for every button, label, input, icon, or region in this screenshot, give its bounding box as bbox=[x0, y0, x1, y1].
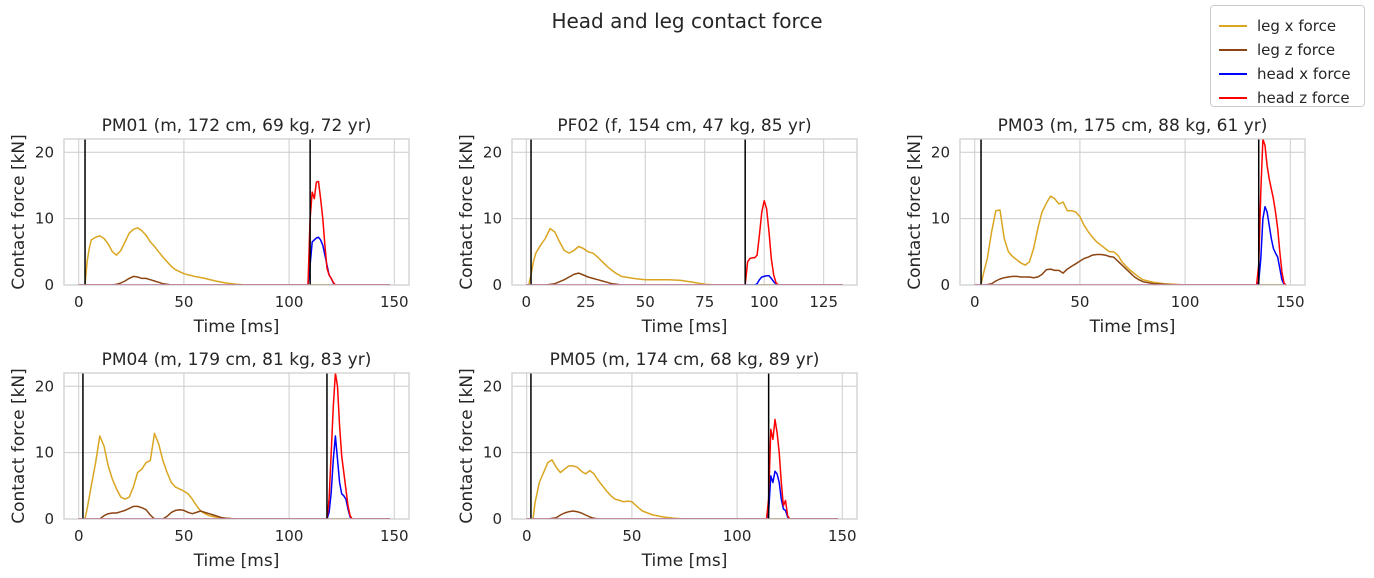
series-line-leg-z-force bbox=[78, 505, 391, 519]
x-tick-label: 150 bbox=[828, 527, 857, 545]
y-tick-label: 0 bbox=[44, 510, 54, 528]
legend: leg x force leg z force head x force hea… bbox=[1210, 5, 1365, 107]
y-tick-label: 20 bbox=[483, 143, 502, 161]
subplot-1: 0 50 100 150 0 10 20 PM01 (m, 172 cm, 69 kg, 72… bbox=[9, 116, 410, 337]
legend-entry-head-z: head z force bbox=[1219, 87, 1350, 109]
legend-swatch-head-z bbox=[1219, 97, 1247, 99]
y-tick-label: 10 bbox=[483, 444, 502, 462]
series-line-leg-x-force bbox=[526, 459, 839, 519]
legend-entry-leg-x: leg x force bbox=[1219, 15, 1336, 37]
series-line-leg-z-force bbox=[526, 510, 839, 519]
series-line-leg-x-force bbox=[526, 227, 843, 285]
series-line-head-z-force bbox=[526, 199, 843, 285]
x-tick-label: 0 bbox=[970, 293, 980, 311]
subplot-title: PM01 (m, 172 cm, 69 kg, 72 yr) bbox=[102, 116, 372, 136]
series-line-head-x-force bbox=[526, 274, 843, 285]
y-tick-label: 20 bbox=[35, 143, 54, 161]
legend-swatch-leg-x bbox=[1219, 25, 1247, 27]
legend-entry-leg-z: leg z force bbox=[1219, 39, 1335, 61]
x-tick-label: 150 bbox=[380, 293, 409, 311]
legend-label-head-x: head x force bbox=[1257, 65, 1351, 83]
series-line-leg-z-force bbox=[526, 272, 843, 285]
x-tick-label: 100 bbox=[275, 527, 304, 545]
x-tick-label: 50 bbox=[1070, 293, 1089, 311]
series-line-head-z-force bbox=[78, 373, 391, 519]
x-tick-label: 75 bbox=[695, 293, 714, 311]
axes-frame bbox=[63, 372, 410, 520]
legend-swatch-leg-z bbox=[1219, 49, 1247, 51]
x-tick-label: 25 bbox=[576, 293, 595, 311]
subplot-4: 0 50 100 150 0 10 20 PM04 (m, 179 cm, 81 kg, 83… bbox=[9, 350, 410, 571]
x-tick-label: 100 bbox=[723, 527, 752, 545]
legend-label-leg-x: leg x force bbox=[1257, 17, 1337, 35]
y-axis-label: Contact force [kN] bbox=[457, 368, 477, 524]
y-tick-label: 10 bbox=[35, 444, 54, 462]
legend-swatch-head-x bbox=[1219, 73, 1247, 75]
subplot-title: PM05 (m, 174 cm, 68 kg, 89 yr) bbox=[550, 350, 820, 370]
subplot-title: PM03 (m, 175 cm, 88 kg, 61 yr) bbox=[998, 116, 1268, 136]
series-line-leg-z-force bbox=[78, 275, 391, 285]
axes-frame bbox=[63, 138, 410, 286]
x-tick-label: 50 bbox=[174, 293, 193, 311]
subplot-5: 0 50 100 150 0 10 20 PM05 (m, 174 cm, 68 kg, 89… bbox=[457, 350, 858, 571]
subplot-3: 0 50 100 150 0 10 20 PM03 (m, 175 cm, 88 kg, 61… bbox=[905, 116, 1306, 337]
legend-entry-head-x: head x force bbox=[1219, 63, 1351, 85]
y-tick-label: 20 bbox=[35, 377, 54, 395]
y-tick-label: 20 bbox=[483, 377, 502, 395]
x-axis-label: Time [ms] bbox=[193, 317, 280, 337]
series-line-head-x-force bbox=[78, 435, 391, 519]
x-tick-label: 50 bbox=[622, 527, 641, 545]
x-tick-label: 0 bbox=[74, 527, 84, 545]
y-tick-label: 0 bbox=[44, 276, 54, 294]
y-tick-label: 0 bbox=[492, 510, 502, 528]
figure-title: Head and leg contact force bbox=[551, 9, 823, 33]
y-tick-label: 0 bbox=[940, 276, 950, 294]
axes-frame bbox=[959, 138, 1306, 286]
series-line-leg-x-force bbox=[974, 195, 1287, 285]
subplot-title: PM04 (m, 179 cm, 81 kg, 83 yr) bbox=[102, 350, 372, 370]
series-line-leg-z-force bbox=[974, 253, 1287, 285]
x-axis-label: Time [ms] bbox=[641, 551, 728, 571]
y-tick-label: 20 bbox=[931, 143, 950, 161]
x-tick-label: 125 bbox=[809, 293, 838, 311]
x-tick-label: 0 bbox=[522, 293, 532, 311]
y-axis-label: Contact force [kN] bbox=[9, 134, 29, 290]
legend-label-head-z: head z force bbox=[1257, 89, 1350, 107]
axes-frame bbox=[511, 138, 858, 286]
y-tick-label: 10 bbox=[931, 210, 950, 228]
x-tick-label: 150 bbox=[380, 527, 409, 545]
series-line-head-z-force bbox=[526, 418, 839, 519]
y-tick-label: 10 bbox=[35, 210, 54, 228]
series-line-leg-x-force bbox=[78, 432, 391, 519]
subplot-title: PF02 (f, 154 cm, 47 kg, 85 yr) bbox=[557, 116, 811, 136]
x-tick-label: 0 bbox=[522, 527, 532, 545]
x-tick-label: 100 bbox=[750, 293, 779, 311]
legend-label-leg-z: leg z force bbox=[1257, 41, 1336, 59]
x-tick-label: 150 bbox=[1276, 293, 1305, 311]
x-tick-label: 100 bbox=[275, 293, 304, 311]
series-line-head-x-force bbox=[78, 236, 391, 285]
y-tick-label: 10 bbox=[483, 210, 502, 228]
x-axis-label: Time [ms] bbox=[1089, 317, 1176, 337]
series-line-leg-x-force bbox=[78, 227, 391, 285]
y-tick-label: 0 bbox=[492, 276, 502, 294]
y-axis-label: Contact force [kN] bbox=[905, 134, 925, 290]
x-tick-label: 50 bbox=[636, 293, 655, 311]
subplot-2: 0 25 50 75 100 125 0 10 20 PF02 (f, 154 cm, 47 kg… bbox=[457, 116, 858, 337]
series-line-head-x-force bbox=[526, 470, 839, 519]
x-tick-label: 50 bbox=[174, 527, 193, 545]
y-axis-label: Contact force [kN] bbox=[457, 134, 477, 290]
x-axis-label: Time [ms] bbox=[193, 551, 280, 571]
x-axis-label: Time [ms] bbox=[641, 317, 728, 337]
y-axis-label: Contact force [kN] bbox=[9, 368, 29, 524]
series-line-head-z-force bbox=[78, 180, 391, 285]
x-tick-label: 0 bbox=[74, 293, 84, 311]
axes-frame bbox=[511, 372, 858, 520]
x-tick-label: 100 bbox=[1171, 293, 1200, 311]
